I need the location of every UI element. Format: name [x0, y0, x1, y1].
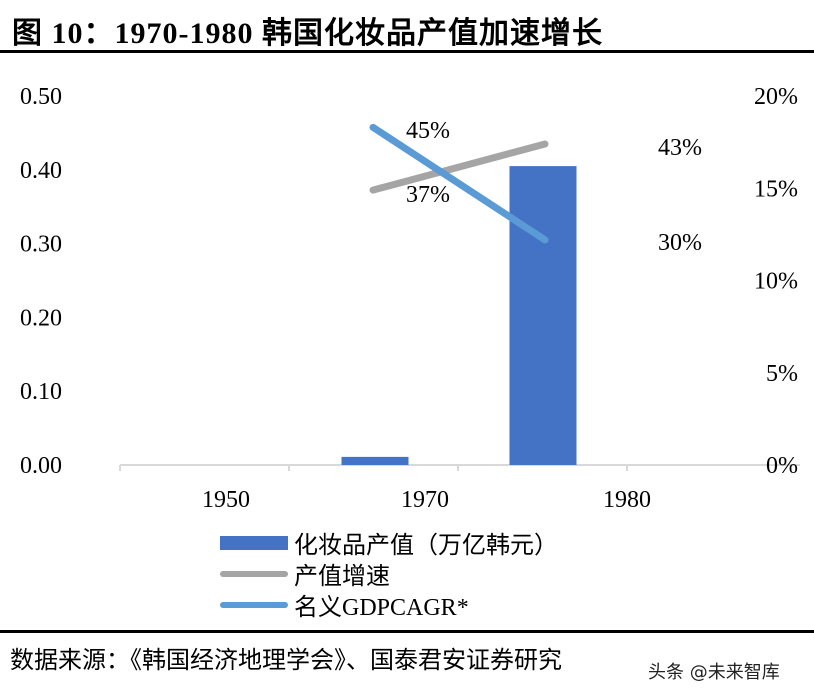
watermark: 头条 @未来智库: [648, 662, 780, 683]
bottom-rule: [0, 630, 814, 633]
legend-label: 化妆品产值（万亿韩元）: [294, 533, 558, 559]
chart-title: 图 10：1970-1980 韩国化妆品产值加速增长: [12, 17, 603, 50]
line-gdp: [369, 123, 549, 244]
legend-item-gdp: 名义GDPCAGR*: [220, 587, 469, 622]
data-label: 30%: [658, 230, 702, 256]
data-label: 37%: [406, 182, 450, 208]
source-note: 数据来源：《韩国经济地理学会》、国泰君安证券研究: [10, 648, 562, 674]
bar-1950: [170, 464, 238, 465]
line-growth: [369, 140, 549, 194]
y-right-tick-label: 15%: [754, 176, 798, 202]
legend-label: 名义GDPCAGR*: [294, 595, 469, 621]
y-right-tick-label: 20%: [754, 84, 798, 110]
y-left-tick-label: 0.50: [20, 84, 62, 110]
y-left-tick-label: 0.10: [20, 379, 62, 405]
legend-swatch: [220, 535, 288, 550]
data-label: 45%: [406, 118, 450, 144]
y-right-tick-label: 0%: [766, 453, 798, 479]
y-left-tick-label: 0.40: [20, 158, 62, 184]
data-label: 43%: [658, 135, 702, 161]
x-tick-label: 1970: [401, 487, 449, 513]
legend-swatch: [220, 601, 288, 608]
chart: 0.00 0.10 0.20 0.30 0.40 0.50 0% 5% 10% 15% 20% 195…: [20, 84, 800, 513]
y-left-tick-label: 0.00: [20, 453, 62, 479]
legend-item-growth: 产值增速: [220, 556, 390, 591]
y-right-tick-label: 10%: [754, 269, 798, 295]
y-left-tick-label: 0.20: [20, 305, 62, 331]
legend-swatch: [220, 570, 288, 577]
y-left-tick-label: 0.30: [20, 232, 62, 258]
top-rule: [0, 50, 814, 53]
bar-1980: [509, 166, 577, 466]
legend-item-bar: 化妆品产值（万亿韩元）: [220, 525, 558, 560]
y-right-tick-label: 5%: [766, 361, 798, 387]
bar-1970: [341, 456, 409, 465]
legend-label: 产值增速: [294, 564, 390, 590]
x-tick-label: 1950: [202, 487, 250, 513]
x-tick-label: 1980: [603, 487, 651, 513]
